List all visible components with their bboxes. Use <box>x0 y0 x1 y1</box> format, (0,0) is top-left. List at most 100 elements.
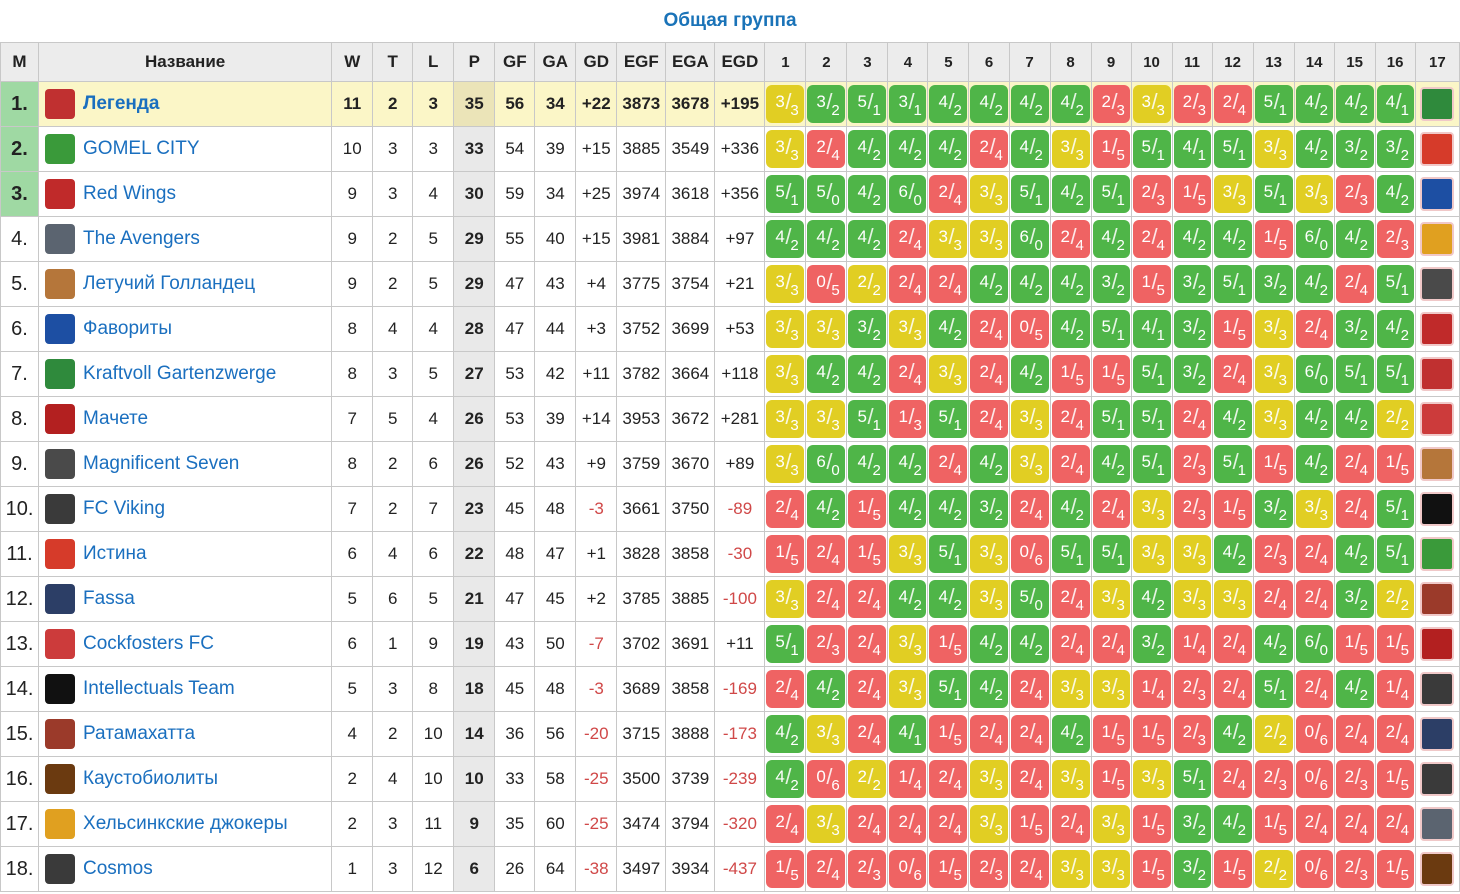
score-badge[interactable]: 4/1 <box>1173 130 1211 168</box>
score-badge[interactable]: 4/2 <box>1213 715 1252 753</box>
score-badge[interactable]: 4/2 <box>1213 805 1252 843</box>
score-badge[interactable]: 2/4 <box>1335 445 1374 483</box>
score-badge[interactable]: 3/3 <box>1092 580 1130 618</box>
score-badge[interactable]: 4/2 <box>1213 400 1252 438</box>
team-link[interactable]: FC Viking <box>83 498 166 519</box>
score-badge[interactable]: 2/4 <box>766 805 805 843</box>
score-badge[interactable]: 5/1 <box>929 535 968 573</box>
score-badge[interactable]: 1/5 <box>1335 625 1374 663</box>
score-badge[interactable]: 5/1 <box>1213 445 1252 483</box>
score-badge[interactable]: 1/5 <box>929 850 968 888</box>
score-badge[interactable]: 2/4 <box>766 490 805 528</box>
score-badge[interactable]: 3/3 <box>1051 850 1090 888</box>
score-badge[interactable]: 1/5 <box>1213 490 1252 528</box>
team-link[interactable]: Хельсинкские джокеры <box>83 813 288 834</box>
score-badge[interactable]: 2/4 <box>929 175 968 213</box>
score-badge[interactable]: 4/2 <box>1051 490 1090 528</box>
score-badge[interactable]: 2/4 <box>929 760 968 798</box>
score-badge[interactable]: 1/4 <box>1376 670 1414 708</box>
score-badge[interactable]: 2/4 <box>1010 760 1049 798</box>
score-badge[interactable]: 4/2 <box>929 85 968 123</box>
score-badge[interactable]: 2/4 <box>1213 355 1252 393</box>
score-badge[interactable]: 5/1 <box>1376 490 1414 528</box>
score-badge[interactable]: 2/2 <box>1254 715 1293 753</box>
score-badge[interactable]: 6/0 <box>1295 220 1333 258</box>
score-badge[interactable]: 1/5 <box>848 535 887 573</box>
score-badge[interactable]: 4/2 <box>1335 535 1374 573</box>
score-badge[interactable]: 3/3 <box>807 400 846 438</box>
score-badge[interactable]: 4/2 <box>1010 85 1049 123</box>
score-badge[interactable]: 2/3 <box>1173 670 1211 708</box>
score-badge[interactable]: 2/3 <box>970 850 1008 888</box>
score-badge[interactable]: 2/3 <box>848 850 887 888</box>
score-badge[interactable]: 3/2 <box>1173 805 1211 843</box>
score-badge[interactable]: 2/4 <box>889 265 927 303</box>
team-link[interactable]: Red Wings <box>83 183 176 204</box>
score-badge[interactable]: 3/2 <box>807 85 846 123</box>
score-badge[interactable]: 5/1 <box>1376 265 1414 303</box>
score-badge[interactable]: 1/5 <box>1010 805 1049 843</box>
score-badge[interactable]: 3/3 <box>1254 130 1293 168</box>
score-badge[interactable]: 0/6 <box>1295 850 1333 888</box>
score-badge[interactable]: 3/3 <box>766 355 805 393</box>
score-badge[interactable]: 5/1 <box>929 670 968 708</box>
score-badge[interactable]: 3/3 <box>1051 670 1090 708</box>
score-badge[interactable]: 1/5 <box>1376 760 1414 798</box>
score-badge[interactable]: 1/3 <box>889 400 927 438</box>
score-badge[interactable]: 5/1 <box>848 400 887 438</box>
score-badge[interactable]: 4/2 <box>889 130 927 168</box>
team-link[interactable]: Magnificent Seven <box>83 453 240 474</box>
score-badge[interactable]: 3/3 <box>929 220 968 258</box>
score-badge[interactable]: 2/4 <box>1295 310 1333 348</box>
score-badge[interactable]: 4/2 <box>807 220 846 258</box>
score-badge[interactable]: 2/4 <box>848 670 887 708</box>
header-l[interactable]: L <box>412 42 455 82</box>
score-badge[interactable]: 3/3 <box>766 400 805 438</box>
score-badge[interactable]: 2/4 <box>889 805 927 843</box>
score-badge[interactable]: 4/1 <box>1132 310 1171 348</box>
header-ega[interactable]: EGA <box>665 42 716 82</box>
score-badge[interactable]: 1/5 <box>1254 220 1293 258</box>
score-badge[interactable]: 2/4 <box>929 445 968 483</box>
score-badge[interactable]: 4/2 <box>1010 355 1049 393</box>
header-gd[interactable]: GD <box>575 42 618 82</box>
score-badge[interactable]: 1/5 <box>1254 805 1293 843</box>
score-badge[interactable]: 2/4 <box>1051 580 1090 618</box>
score-badge[interactable]: 1/5 <box>1092 130 1130 168</box>
score-badge[interactable]: 1/5 <box>766 535 805 573</box>
score-badge[interactable]: 3/3 <box>1254 355 1293 393</box>
score-badge[interactable]: 3/3 <box>1010 445 1049 483</box>
score-badge[interactable]: 2/4 <box>970 715 1008 753</box>
score-badge[interactable]: 1/5 <box>1092 355 1130 393</box>
score-badge[interactable]: 2/4 <box>848 715 887 753</box>
score-badge[interactable]: 2/4 <box>1173 400 1211 438</box>
score-badge[interactable]: 2/4 <box>1254 580 1293 618</box>
score-badge[interactable]: 5/1 <box>848 85 887 123</box>
team-link[interactable]: Cockfosters FC <box>83 633 214 654</box>
score-badge[interactable]: 3/3 <box>807 805 846 843</box>
score-badge[interactable]: 5/1 <box>1092 175 1130 213</box>
score-badge[interactable]: 4/2 <box>807 670 846 708</box>
score-badge[interactable]: 4/2 <box>929 580 968 618</box>
score-badge[interactable]: 4/2 <box>970 445 1008 483</box>
score-badge[interactable]: 5/0 <box>1010 580 1049 618</box>
score-badge[interactable]: 4/2 <box>766 220 805 258</box>
score-badge[interactable]: 5/1 <box>1132 400 1171 438</box>
score-badge[interactable]: 1/5 <box>1132 715 1171 753</box>
score-badge[interactable]: 3/2 <box>1173 265 1211 303</box>
score-badge[interactable]: 3/3 <box>766 85 805 123</box>
score-badge[interactable]: 4/1 <box>889 715 927 753</box>
header-rank[interactable]: М <box>0 42 40 82</box>
score-badge[interactable]: 3/2 <box>848 310 887 348</box>
score-badge[interactable]: 2/4 <box>1051 220 1090 258</box>
score-badge[interactable]: 2/4 <box>970 310 1008 348</box>
score-badge[interactable]: 5/1 <box>1092 400 1130 438</box>
score-badge[interactable]: 4/2 <box>970 670 1008 708</box>
score-badge[interactable]: 3/2 <box>1376 130 1414 168</box>
score-badge[interactable]: 2/4 <box>1295 535 1333 573</box>
score-badge[interactable]: 5/1 <box>1092 310 1130 348</box>
score-badge[interactable]: 5/1 <box>1213 265 1252 303</box>
score-badge[interactable]: 3/3 <box>1132 490 1171 528</box>
score-badge[interactable]: 2/4 <box>1051 625 1090 663</box>
score-badge[interactable]: 2/3 <box>1132 175 1171 213</box>
